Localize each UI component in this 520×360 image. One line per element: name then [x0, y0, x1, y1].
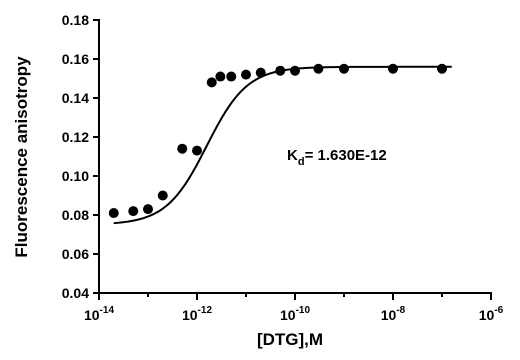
data-point — [143, 204, 153, 215]
data-point — [290, 65, 300, 76]
data-point — [437, 63, 447, 74]
x-axis-ticks: 10-14 10-12 10-10 10-8 10-6 — [84, 293, 504, 323]
kd-subscript: d — [298, 156, 305, 168]
data-points — [108, 63, 447, 219]
x-tick-label: 10-10 — [280, 305, 310, 323]
y-tick-label: 0.12 — [62, 129, 89, 145]
data-point — [226, 71, 237, 82]
data-point — [206, 77, 217, 88]
data-point — [157, 190, 168, 201]
data-point — [108, 208, 119, 219]
x-axis-title: [DTG],M — [257, 330, 323, 349]
data-point — [215, 71, 226, 82]
x-tick-label: 10-6 — [479, 305, 504, 323]
x-tick-label: 10-14 — [84, 305, 114, 323]
y-tick-label: 0.10 — [62, 168, 89, 184]
kd-value: = 1.630E-12 — [305, 147, 387, 164]
y-tick-label: 0.06 — [62, 246, 89, 262]
data-point — [313, 63, 324, 74]
data-point — [275, 65, 286, 76]
y-axis-title: Fluorescence anisotropy — [12, 56, 31, 258]
data-point — [128, 206, 139, 217]
x-tick-label: 10-8 — [381, 305, 406, 323]
kd-symbol: K — [287, 147, 298, 164]
y-tick-label: 0.14 — [62, 90, 89, 106]
data-point — [388, 63, 398, 74]
x-tick-label: 10-12 — [182, 305, 212, 323]
kd-annotation: Kd= 1.630E-12 — [287, 147, 387, 168]
y-tick-label: 0.18 — [62, 12, 89, 28]
data-point — [255, 67, 266, 78]
data-point — [177, 143, 188, 154]
y-axis-ticks: 0.04 0.06 0.08 0.10 0.12 0.14 0.16 0.18 — [62, 12, 99, 301]
y-tick-label: 0.08 — [62, 207, 89, 223]
data-point — [241, 69, 251, 80]
data-point — [339, 63, 349, 74]
data-point — [192, 145, 202, 156]
y-tick-label: 0.04 — [62, 285, 89, 301]
y-tick-label: 0.16 — [62, 51, 89, 67]
